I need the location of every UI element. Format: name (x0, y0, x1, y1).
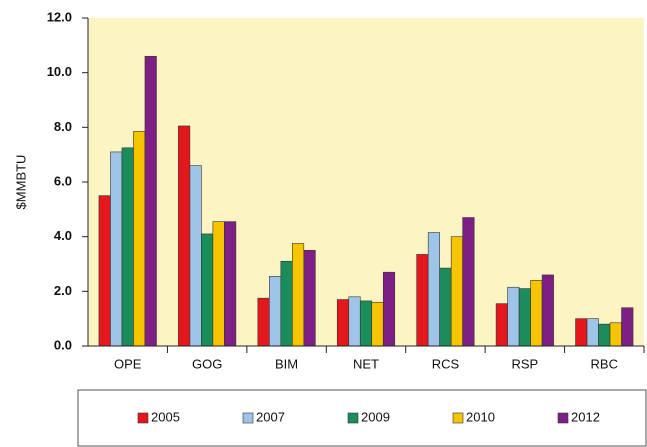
bar (621, 307, 634, 347)
legend-swatch (452, 412, 464, 424)
y-axis-label: $MMBTU (13, 155, 28, 210)
bar (609, 322, 622, 347)
legend-label: 2010 (466, 409, 495, 424)
legend-label: 2012 (571, 409, 600, 424)
x-tick-label: OPE (114, 356, 142, 371)
bar (495, 303, 508, 347)
bar (303, 250, 316, 347)
legend-swatch (557, 412, 569, 424)
bar (98, 195, 111, 347)
plot-area (88, 18, 644, 346)
bar (189, 165, 202, 347)
legend-swatch (242, 412, 254, 424)
bar (292, 243, 305, 347)
x-tick-label: NET (353, 356, 379, 371)
bar (416, 254, 429, 347)
bar (336, 299, 350, 347)
x-tick-label: RCS (432, 356, 460, 371)
bar (348, 296, 361, 347)
bar (144, 55, 157, 347)
y-tick-label: 2.0 (54, 283, 72, 298)
y-tick-label: 6.0 (54, 173, 72, 188)
legend-label: 2005 (151, 409, 180, 424)
bar (518, 288, 531, 347)
y-tick-label: 0.0 (54, 337, 72, 352)
bar (382, 271, 396, 347)
bar (257, 297, 270, 347)
bar (133, 131, 146, 347)
bar (462, 217, 475, 347)
bar (359, 300, 373, 347)
bar (530, 280, 543, 347)
y-tick-label: 10.0 (47, 64, 72, 79)
bar (586, 318, 599, 347)
legend-label: 2009 (361, 409, 390, 424)
bar (178, 125, 191, 347)
bar (224, 221, 237, 347)
bar (121, 147, 134, 347)
y-tick-label: 12.0 (47, 9, 72, 24)
bar (280, 260, 293, 347)
bar (110, 151, 123, 347)
legend-label: 2007 (256, 409, 285, 424)
legend-swatch (137, 412, 149, 424)
x-tick-label: GOG (192, 356, 222, 371)
bar (201, 233, 214, 347)
y-tick-label: 4.0 (54, 228, 72, 243)
x-tick-label: RBC (591, 356, 618, 371)
bar (269, 275, 282, 347)
bar (450, 236, 463, 347)
bar (212, 221, 225, 347)
bar (575, 318, 588, 347)
bar (507, 286, 520, 347)
legend-swatch (347, 412, 359, 424)
bar (598, 323, 611, 347)
bar (427, 232, 440, 347)
legend-box (77, 389, 647, 447)
x-tick-label: RSP (511, 356, 538, 371)
x-tick-label: BIM (275, 356, 298, 371)
bar (439, 267, 452, 347)
y-tick-label: 8.0 (54, 119, 72, 134)
bar (371, 301, 384, 347)
bar (541, 274, 554, 347)
